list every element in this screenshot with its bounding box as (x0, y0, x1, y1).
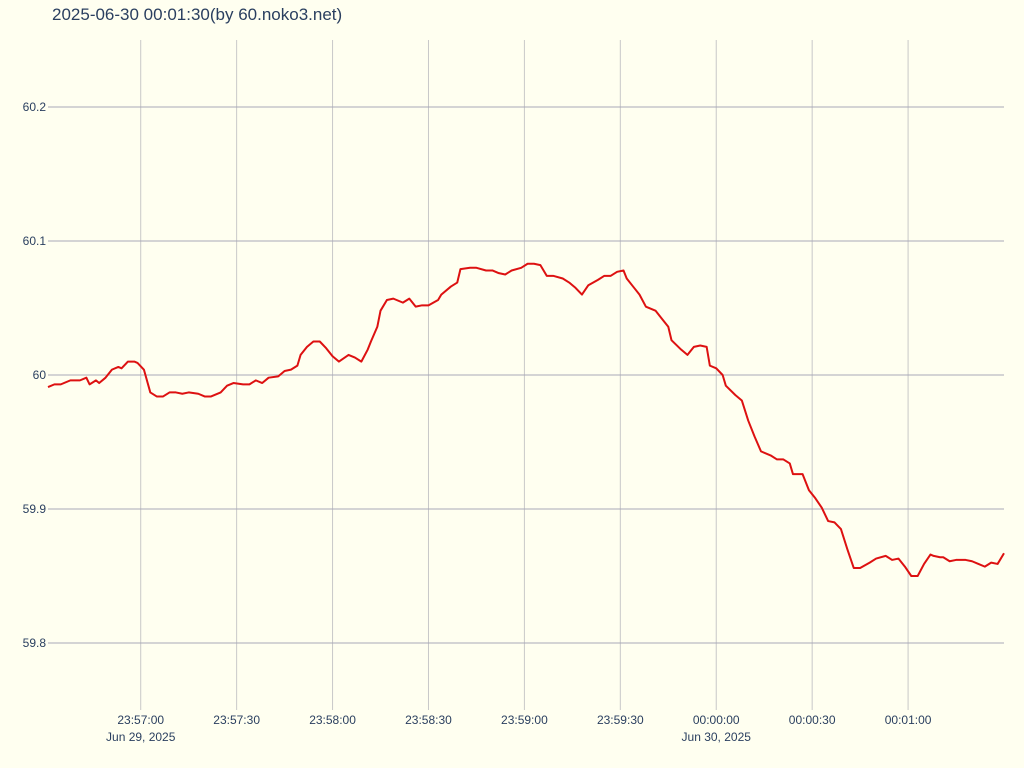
y-tick-label: 60 (33, 368, 47, 382)
chart-title: 2025-06-30 00:01:30(by 60.noko3.net) (52, 5, 342, 24)
x-tick-sublabel: Jun 30, 2025 (682, 730, 752, 744)
x-tick-label: 23:59:00 (501, 713, 548, 727)
y-tick-label: 60.1 (23, 234, 47, 248)
line (47, 262, 1005, 577)
x-tick-label: 00:01:00 (885, 713, 932, 727)
x-tick-label: 00:00:00 (693, 713, 740, 727)
x-tick-label: 23:58:00 (309, 713, 356, 727)
x-tick-label: 23:58:30 (405, 713, 452, 727)
x-tick-label: 23:57:00 (117, 713, 164, 727)
x-tick-label: 23:59:30 (597, 713, 644, 727)
x-tick-label: 23:57:30 (213, 713, 260, 727)
y-tick-label: 59.9 (23, 502, 47, 516)
x-tick-sublabel: Jun 29, 2025 (106, 730, 176, 744)
y-tick-label: 60.2 (23, 100, 47, 114)
x-tick-label: 00:00:30 (789, 713, 836, 727)
y-tick-label: 59.8 (23, 636, 47, 650)
